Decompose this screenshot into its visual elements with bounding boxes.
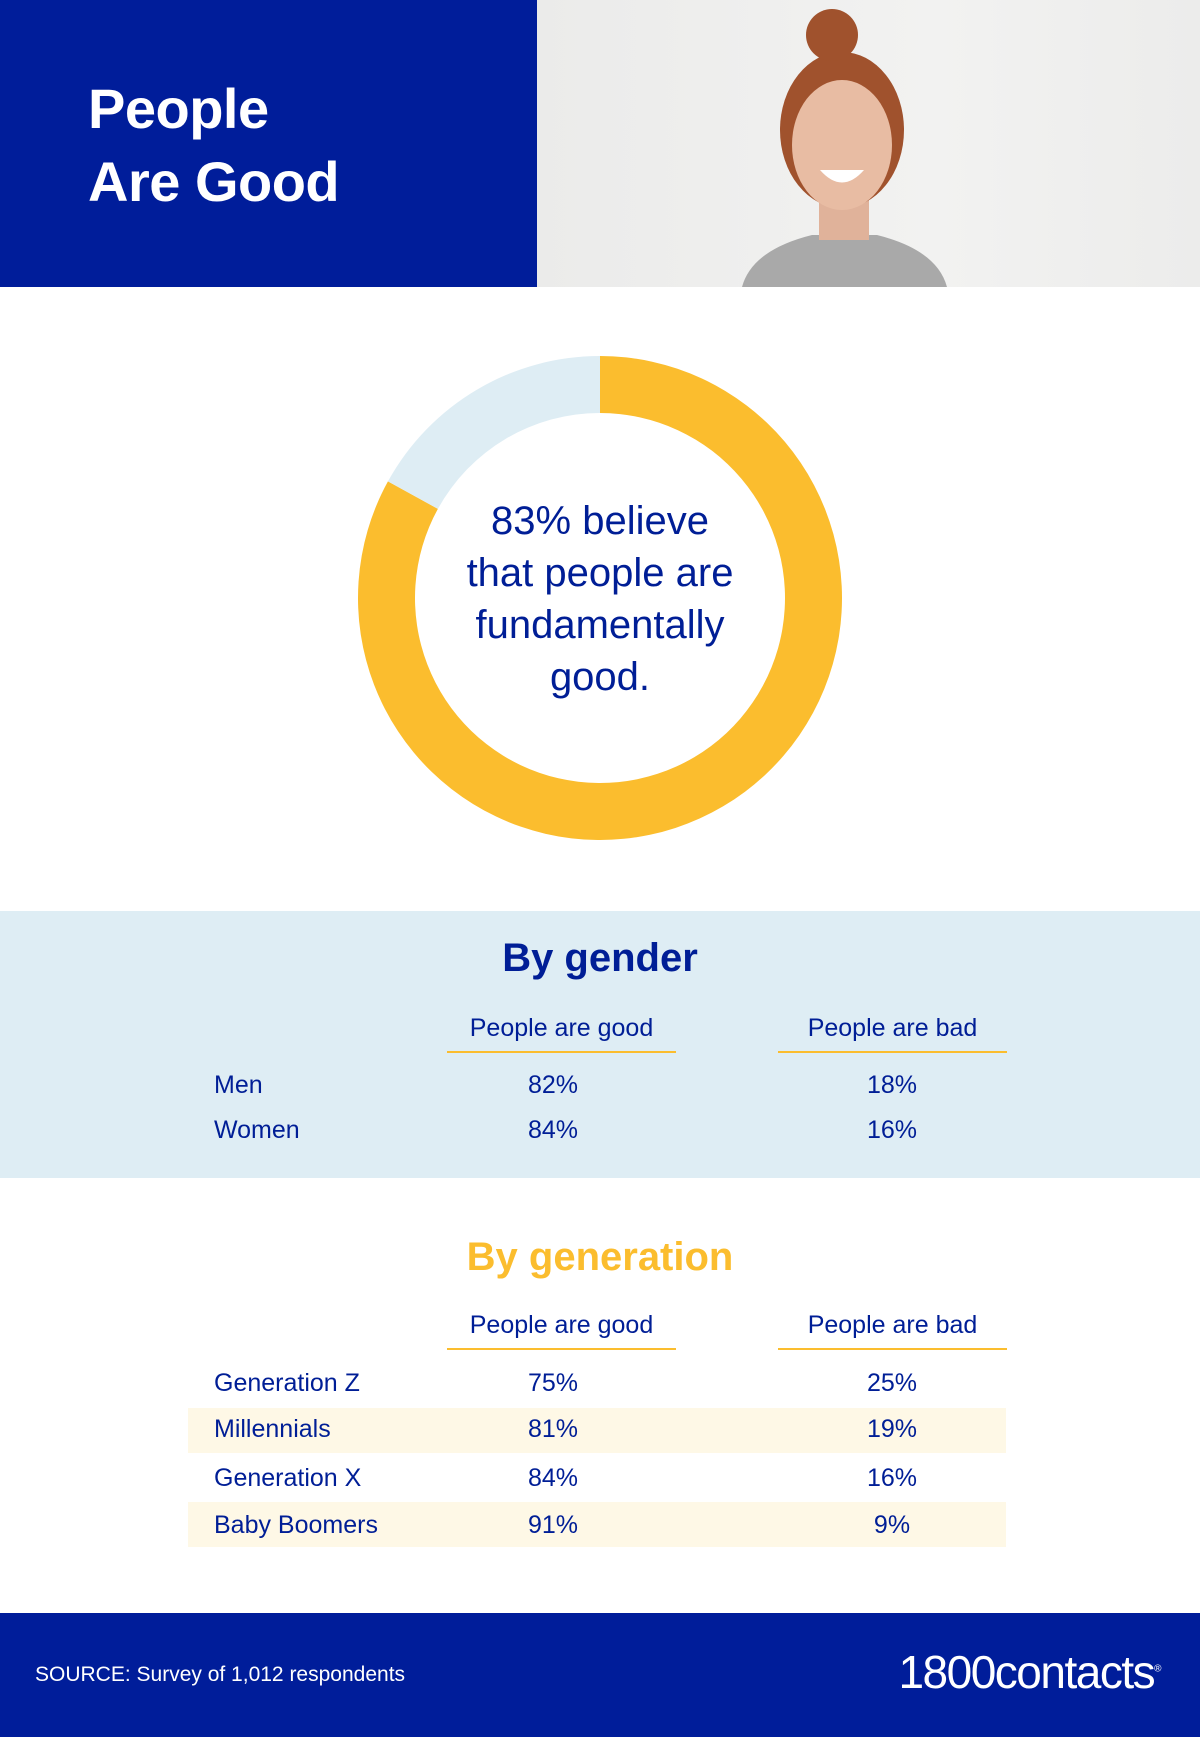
value-good: 91% <box>527 1511 579 1539</box>
footer <box>0 1613 1200 1737</box>
title-line-2: Are Good <box>88 150 340 213</box>
value-good: 84% <box>527 1116 579 1144</box>
page-title: People Are Good <box>88 72 340 218</box>
row-label: Generation X <box>214 1464 362 1492</box>
value-good: 84% <box>527 1464 579 1492</box>
source-note: SOURCE: Survey of 1,012 respondents <box>35 1663 406 1686</box>
value-good: 82% <box>527 1071 579 1099</box>
value-bad: 18% <box>866 1071 918 1099</box>
row-label: Millennials <box>214 1415 331 1443</box>
title-line-1: People <box>88 77 269 140</box>
donut-chart <box>358 356 842 840</box>
row-label: Generation Z <box>214 1369 360 1397</box>
value-bad: 19% <box>866 1415 918 1443</box>
row-stripe <box>188 1408 1006 1453</box>
gender-title: By gender <box>502 936 698 980</box>
row-stripe <box>188 1502 1006 1547</box>
gender-col-good: People are good <box>447 1014 676 1053</box>
center-line: good. <box>549 655 651 699</box>
header-panel <box>0 0 537 287</box>
brand-logo: 1800contacts® <box>898 1646 1161 1698</box>
generation-col-bad: People are bad <box>778 1311 1007 1350</box>
generation-title: By generation <box>466 1235 734 1279</box>
generation-col-good: People are good <box>447 1311 676 1350</box>
value-bad: 25% <box>866 1369 918 1397</box>
center-line: fundamentally <box>475 603 725 647</box>
woman-smiling-image <box>742 9 947 287</box>
donut-slice <box>387 356 600 509</box>
row-label: Baby Boomers <box>214 1511 378 1539</box>
donut-center-text: 83% believe that people are fundamentall… <box>420 495 780 703</box>
center-line: 83% believe <box>491 499 709 543</box>
value-bad: 9% <box>873 1511 911 1539</box>
value-good: 81% <box>527 1415 579 1443</box>
value-bad: 16% <box>866 1464 918 1492</box>
value-bad: 16% <box>866 1116 918 1144</box>
gender-col-bad: People are bad <box>778 1014 1007 1053</box>
hero-photo <box>537 0 1200 287</box>
row-label: Women <box>214 1116 300 1144</box>
gender-section <box>0 911 1200 1178</box>
center-line: that people are <box>466 551 734 595</box>
row-label: Men <box>214 1071 263 1099</box>
value-good: 75% <box>527 1369 579 1397</box>
